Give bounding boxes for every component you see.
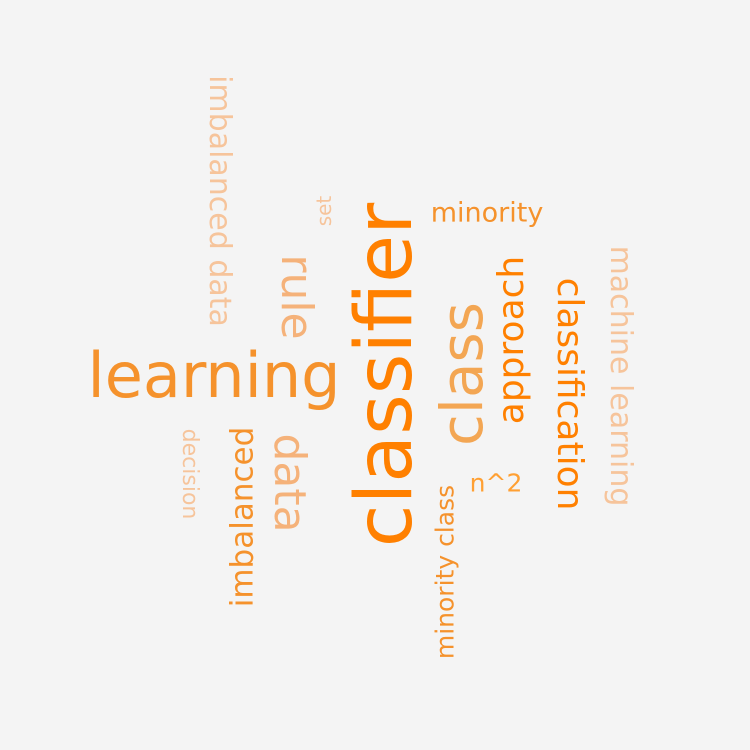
word-n-squared: n^2 xyxy=(469,468,523,498)
word-data: data xyxy=(264,433,315,533)
word-set: set xyxy=(312,195,336,227)
word-machine-learning: machine learning xyxy=(603,245,638,507)
word-classification: classification xyxy=(549,277,590,511)
word-decision: decision xyxy=(177,428,202,520)
word-classifier: classifier xyxy=(340,202,430,548)
word-class: class xyxy=(428,302,496,446)
word-learning: learning xyxy=(87,339,341,412)
word-imbalanced-data: imbalanced data xyxy=(202,75,237,327)
word-imbalanced: imbalanced xyxy=(224,426,261,608)
word-minority: minority xyxy=(430,197,544,229)
word-rule: rule xyxy=(271,254,322,340)
word-minority-class: minority class xyxy=(430,484,460,660)
word-approach: approach xyxy=(491,255,532,425)
